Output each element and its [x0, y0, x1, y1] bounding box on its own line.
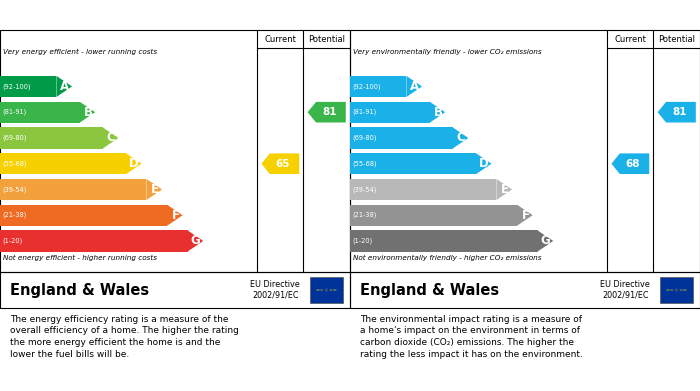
Text: England & Wales: England & Wales: [10, 283, 150, 298]
Polygon shape: [307, 102, 346, 122]
Text: EU Directive
2002/91/EC: EU Directive 2002/91/EC: [249, 280, 300, 300]
Text: Potential: Potential: [658, 34, 695, 43]
Text: (21-38): (21-38): [352, 212, 377, 219]
Bar: [0, 127, 103, 149]
Text: (69-80): (69-80): [352, 135, 377, 141]
Polygon shape: [80, 102, 95, 123]
Text: Energy Efficiency Rating: Energy Efficiency Rating: [8, 9, 181, 22]
Text: A: A: [410, 80, 419, 93]
Bar: [659, 277, 693, 303]
Text: Current: Current: [265, 34, 296, 43]
Bar: [350, 127, 453, 149]
Polygon shape: [430, 102, 445, 123]
Text: (92-100): (92-100): [352, 83, 381, 90]
Polygon shape: [146, 179, 162, 200]
Text: E: E: [501, 183, 510, 196]
Text: (39-54): (39-54): [352, 186, 377, 193]
Text: B: B: [433, 106, 442, 119]
Text: Potential: Potential: [308, 34, 345, 43]
Polygon shape: [407, 76, 422, 97]
Text: 65: 65: [276, 159, 290, 169]
Text: Not energy efficient - higher running costs: Not energy efficient - higher running co…: [3, 255, 157, 261]
Text: Not environmentally friendly - higher CO₂ emissions: Not environmentally friendly - higher CO…: [353, 255, 541, 261]
Text: (81-91): (81-91): [352, 109, 377, 115]
Bar: [0, 204, 167, 226]
Text: D: D: [129, 157, 139, 170]
Polygon shape: [496, 179, 512, 200]
Text: D: D: [479, 157, 489, 170]
Text: G: G: [190, 235, 200, 248]
Bar: [350, 230, 538, 251]
Polygon shape: [658, 102, 696, 122]
Polygon shape: [103, 127, 118, 149]
Polygon shape: [476, 153, 491, 174]
Text: (1-20): (1-20): [352, 238, 372, 244]
Text: The energy efficiency rating is a measure of the
overall efficiency of a home. T: The energy efficiency rating is a measur…: [10, 315, 239, 359]
Polygon shape: [538, 230, 553, 251]
Polygon shape: [57, 76, 72, 97]
Text: (1-20): (1-20): [2, 238, 22, 244]
Polygon shape: [167, 204, 183, 226]
Text: Current: Current: [615, 34, 646, 43]
Text: (69-80): (69-80): [2, 135, 27, 141]
Polygon shape: [188, 230, 203, 251]
Bar: [350, 102, 430, 123]
Text: E: E: [151, 183, 160, 196]
Text: Very environmentally friendly - lower CO₂ emissions: Very environmentally friendly - lower CO…: [353, 49, 541, 56]
Text: C: C: [107, 131, 116, 144]
Text: (39-54): (39-54): [2, 186, 27, 193]
Text: Very energy efficient - lower running costs: Very energy efficient - lower running co…: [3, 49, 157, 56]
Text: B: B: [83, 106, 92, 119]
Bar: [0, 102, 80, 123]
Polygon shape: [126, 153, 141, 174]
Polygon shape: [612, 153, 650, 174]
Text: (55-68): (55-68): [2, 160, 27, 167]
Text: (92-100): (92-100): [2, 83, 31, 90]
Bar: [0, 76, 57, 97]
Bar: [0, 230, 188, 251]
Bar: [309, 277, 343, 303]
Text: England & Wales: England & Wales: [360, 283, 500, 298]
Text: (21-38): (21-38): [2, 212, 27, 219]
Polygon shape: [453, 127, 468, 149]
Bar: [350, 153, 476, 174]
Text: F: F: [522, 209, 530, 222]
Text: Environmental Impact (CO₂) Rating: Environmental Impact (CO₂) Rating: [358, 9, 605, 22]
Text: The environmental impact rating is a measure of
a home's impact on the environme: The environmental impact rating is a mea…: [360, 315, 583, 359]
Text: (81-91): (81-91): [2, 109, 27, 115]
Bar: [350, 204, 517, 226]
Text: (55-68): (55-68): [352, 160, 377, 167]
Text: C: C: [457, 131, 466, 144]
Text: F: F: [172, 209, 180, 222]
Bar: [350, 179, 496, 200]
Text: 81: 81: [322, 107, 337, 117]
Polygon shape: [262, 153, 300, 174]
Bar: [350, 76, 407, 97]
Text: 68: 68: [626, 159, 640, 169]
Bar: [0, 179, 146, 200]
Text: G: G: [540, 235, 550, 248]
Text: A: A: [60, 80, 69, 93]
Text: EU Directive
2002/91/EC: EU Directive 2002/91/EC: [599, 280, 650, 300]
Bar: [0, 153, 126, 174]
Polygon shape: [517, 204, 533, 226]
Text: 81: 81: [672, 107, 687, 117]
